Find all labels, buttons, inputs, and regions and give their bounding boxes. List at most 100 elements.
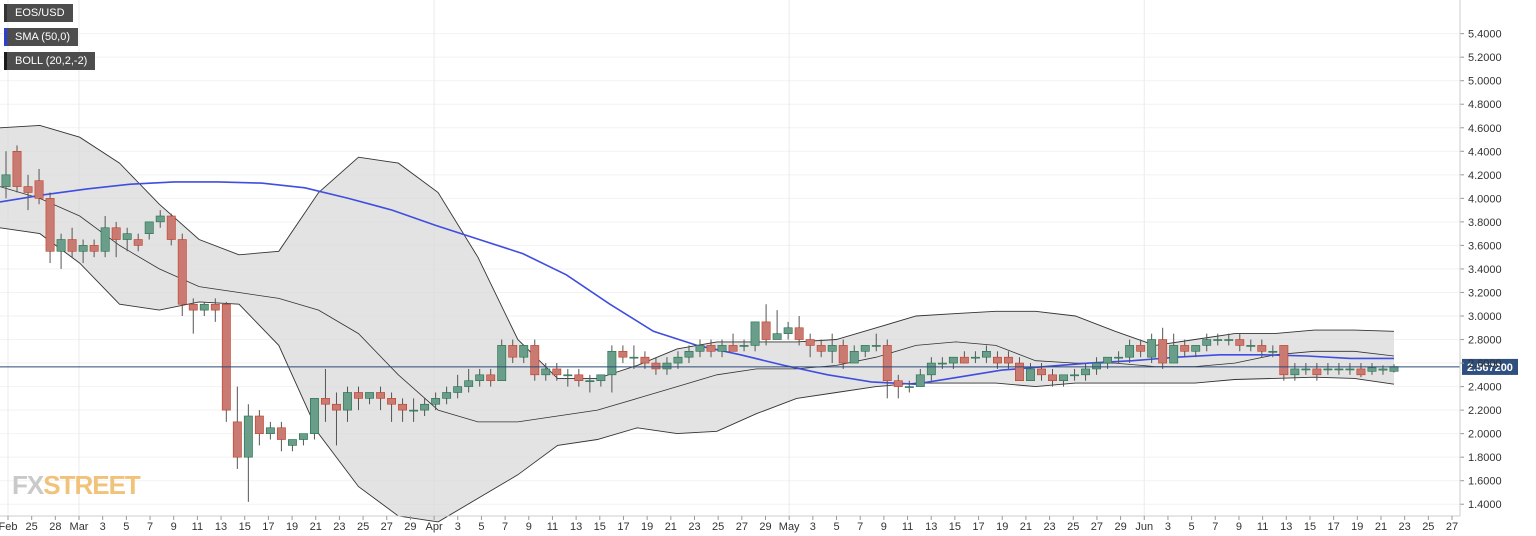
x-tick-label: 13 bbox=[1280, 521, 1292, 533]
candle-body bbox=[1268, 350, 1278, 353]
candle-body bbox=[519, 345, 529, 358]
candle-body bbox=[265, 427, 275, 434]
candle-body bbox=[45, 198, 55, 252]
x-tick-label: 7 bbox=[502, 521, 508, 533]
y-tick-label: 2.8000 bbox=[1468, 335, 1502, 347]
x-tick-label: 28 bbox=[49, 521, 61, 533]
candle-body bbox=[254, 415, 264, 434]
candle-body bbox=[596, 374, 606, 382]
candle-body bbox=[464, 380, 474, 387]
candle-body bbox=[1103, 356, 1113, 364]
candle-body bbox=[695, 345, 705, 352]
candle-body bbox=[607, 350, 617, 376]
y-tick-label: 2.4000 bbox=[1468, 382, 1502, 394]
candle-body bbox=[970, 356, 980, 359]
candle-body bbox=[343, 392, 352, 411]
candle-body bbox=[1147, 339, 1157, 358]
candle-body bbox=[684, 350, 694, 358]
y-tick-label: 3.4000 bbox=[1468, 264, 1502, 276]
bollinger-lower-line bbox=[0, 227, 1395, 523]
candle-body bbox=[992, 356, 1002, 364]
x-tick-label: 3 bbox=[100, 521, 106, 533]
candle-body bbox=[1235, 339, 1245, 346]
candle-body bbox=[1004, 356, 1013, 364]
legend-sma[interactable]: SMA (50,0) bbox=[4, 28, 79, 46]
candle-body bbox=[1246, 345, 1256, 347]
y-tick-label: 5.2000 bbox=[1468, 52, 1502, 64]
x-tick-label: 3 bbox=[455, 521, 461, 533]
x-tick-label: 13 bbox=[570, 521, 582, 533]
legend-boll[interactable]: BOLL (20,2,-2) bbox=[4, 52, 96, 70]
candle-body bbox=[618, 350, 628, 358]
candle-body bbox=[166, 215, 176, 240]
candle-body bbox=[1191, 345, 1201, 352]
x-tick-label: Mar bbox=[70, 521, 89, 533]
candle-body bbox=[78, 245, 88, 252]
x-tick-label: 13 bbox=[215, 521, 227, 533]
candle-body bbox=[497, 345, 507, 382]
x-tick-label: 11 bbox=[902, 521, 913, 533]
candle-body bbox=[221, 303, 231, 411]
x-tick-label: 15 bbox=[1304, 521, 1316, 533]
x-tick-label: 29 bbox=[404, 521, 416, 533]
x-tick-label: 27 bbox=[1091, 521, 1103, 533]
x-tick-label: 29 bbox=[1114, 521, 1126, 533]
candle-body bbox=[1136, 345, 1146, 352]
candle-body bbox=[486, 374, 496, 382]
candle-body bbox=[210, 303, 220, 311]
x-tick-label: 7 bbox=[857, 521, 863, 533]
x-tick-label: 15 bbox=[239, 521, 251, 533]
candle-body bbox=[937, 362, 947, 365]
candle-body bbox=[12, 150, 22, 187]
candle-body bbox=[651, 362, 661, 370]
candle-body bbox=[34, 180, 44, 199]
x-tick-label: 9 bbox=[171, 521, 177, 533]
fxstreet-logo: FXSTREET bbox=[12, 470, 141, 501]
y-tick-label: 5.0000 bbox=[1468, 76, 1502, 88]
candle-body bbox=[1, 174, 11, 187]
candle-body bbox=[563, 374, 573, 377]
y-axis: 1.4000 1.6000 1.8000 2.0000 2.2000 2.4000 2.60… bbox=[1459, 0, 1502, 516]
candle-body bbox=[629, 356, 639, 359]
candle-body bbox=[750, 321, 760, 346]
x-tick-label: 9 bbox=[881, 521, 887, 533]
logo-fx: FX bbox=[12, 470, 44, 500]
x-tick-label: 17 bbox=[617, 521, 629, 533]
candle-body bbox=[1092, 362, 1102, 370]
x-tick-label: 25 bbox=[1422, 521, 1434, 533]
x-tick-label: 3 bbox=[1165, 521, 1171, 533]
x-tick-label: 19 bbox=[641, 521, 653, 533]
x-tick-label: 21 bbox=[1020, 521, 1032, 533]
candle-body bbox=[332, 403, 341, 411]
candle-body bbox=[1257, 345, 1267, 352]
y-tick-label: 1.8000 bbox=[1468, 452, 1502, 464]
candle-body bbox=[475, 374, 485, 382]
y-tick-label: 3.8000 bbox=[1468, 217, 1502, 229]
candle-body bbox=[1345, 368, 1355, 371]
candle-body bbox=[23, 186, 33, 193]
candle-body bbox=[794, 327, 804, 340]
candle-body bbox=[177, 239, 187, 305]
x-tick-label: 7 bbox=[1212, 521, 1218, 533]
candle-body bbox=[1015, 362, 1024, 382]
candle-body bbox=[662, 362, 672, 370]
x-tick-label: 25 bbox=[1067, 521, 1079, 533]
candle-body bbox=[431, 398, 441, 405]
candles bbox=[1, 145, 1399, 502]
candle-body bbox=[1367, 367, 1377, 372]
candle-body bbox=[155, 215, 165, 223]
candle-body bbox=[1323, 368, 1333, 371]
x-tick-label: 25 bbox=[712, 521, 724, 533]
legend-symbol[interactable]: EOS/USD bbox=[4, 4, 73, 22]
candle-body bbox=[1059, 374, 1068, 382]
candle-body bbox=[1356, 368, 1366, 376]
candle-body bbox=[541, 368, 551, 376]
candle-body bbox=[717, 345, 727, 352]
x-tick-label: 25 bbox=[26, 521, 38, 533]
candle-body bbox=[409, 409, 419, 412]
candle-body bbox=[1378, 368, 1388, 371]
x-tick-label: 13 bbox=[925, 521, 937, 533]
candle-body bbox=[321, 398, 330, 405]
candle-body bbox=[783, 327, 793, 334]
